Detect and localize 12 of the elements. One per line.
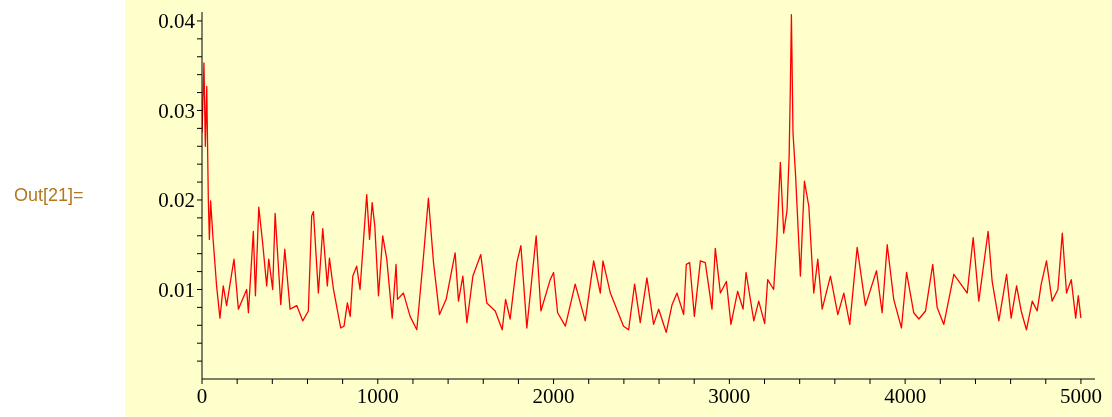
y-tick-label: 0.03 <box>158 98 195 123</box>
x-tick-label: 0 <box>196 383 208 408</box>
x-tick-label: 2000 <box>532 383 575 408</box>
y-tick-label: 0.01 <box>158 277 195 302</box>
x-tick-label: 1000 <box>356 383 399 408</box>
y-tick-label: 0.02 <box>158 188 195 213</box>
x-tick-label: 4000 <box>884 383 927 408</box>
x-tick-label: 5000 <box>1059 383 1102 408</box>
x-tick-label: 3000 <box>708 383 751 408</box>
y-tick-label: 0.04 <box>158 9 196 34</box>
line-series <box>202 14 1082 334</box>
text: Out[21]= <box>14 185 84 206</box>
